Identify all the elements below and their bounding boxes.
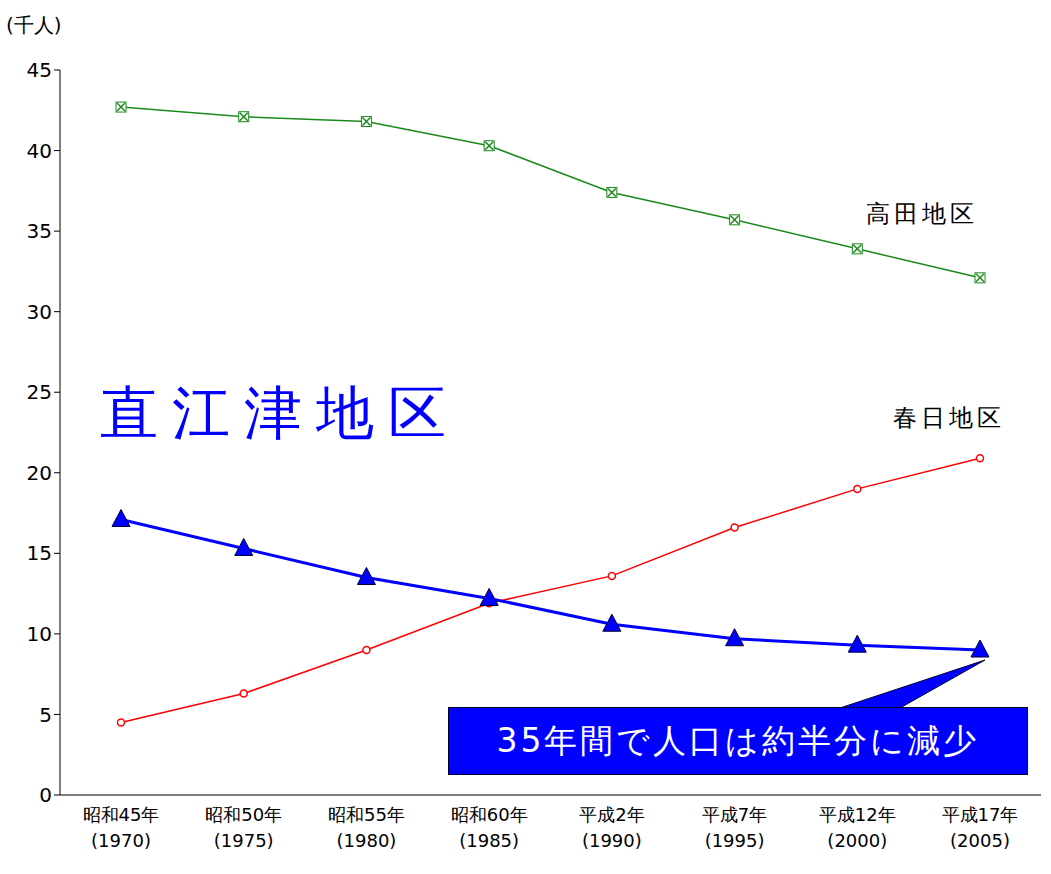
svg-text:昭和45年: 昭和45年 — [83, 804, 160, 825]
html-text:春日地区: 春日地区 — [893, 404, 1005, 432]
svg-text:40: 40 — [27, 139, 52, 163]
svg-text:(1985): (1985) — [459, 830, 519, 851]
html-text:35年間で人口は約半分に減少: 35年間で人口は約半分に減少 — [496, 720, 980, 760]
svg-text:10: 10 — [27, 622, 52, 646]
svg-text:(1995): (1995) — [705, 830, 765, 851]
svg-text:(1970): (1970) — [91, 830, 151, 851]
svg-text:平成7年: 平成7年 — [702, 804, 767, 825]
html-text:(千人): (千人) — [6, 13, 62, 37]
svg-text:0: 0 — [39, 783, 52, 807]
svg-text:昭和55年: 昭和55年 — [328, 804, 405, 825]
html-text:高田地区: 高田地区 — [866, 200, 978, 228]
svg-text:昭和60年: 昭和60年 — [451, 804, 528, 825]
svg-text:平成17年: 平成17年 — [942, 804, 1019, 825]
svg-text:(1990): (1990) — [582, 830, 642, 851]
svg-text:(2000): (2000) — [827, 830, 887, 851]
svg-text:平成12年: 平成12年 — [819, 804, 896, 825]
svg-text:(1975): (1975) — [214, 830, 274, 851]
svg-text:5: 5 — [39, 703, 52, 727]
svg-text:(2005): (2005) — [950, 830, 1010, 851]
svg-text:45: 45 — [27, 58, 52, 82]
svg-text:15: 15 — [27, 541, 52, 565]
svg-text:30: 30 — [27, 300, 52, 324]
svg-text:20: 20 — [27, 461, 52, 485]
svg-text:25: 25 — [27, 380, 52, 404]
html-text:直江津地区: 直江津地区 — [100, 379, 460, 447]
svg-text:昭和50年: 昭和50年 — [205, 804, 282, 825]
svg-text:35: 35 — [27, 219, 52, 243]
svg-text:平成2年: 平成2年 — [579, 804, 644, 825]
svg-text:(1980): (1980) — [336, 830, 396, 851]
